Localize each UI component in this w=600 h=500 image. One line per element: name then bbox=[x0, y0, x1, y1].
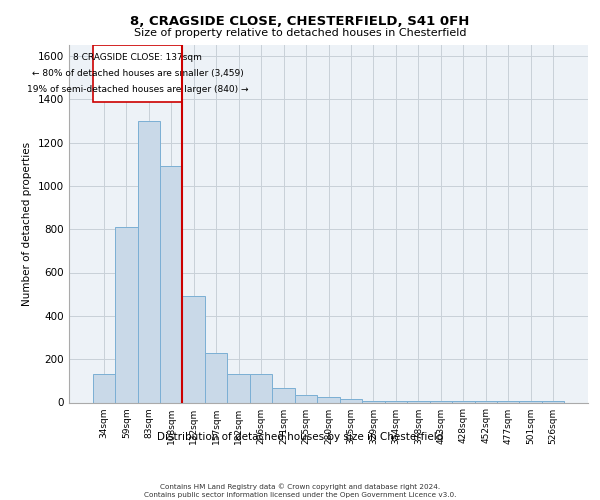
Bar bbox=[92, 374, 115, 402]
FancyBboxPatch shape bbox=[92, 45, 182, 102]
Bar bbox=[137, 121, 160, 402]
Bar bbox=[340, 399, 362, 402]
Text: 8, CRAGSIDE CLOSE, CHESTERFIELD, S41 0FH: 8, CRAGSIDE CLOSE, CHESTERFIELD, S41 0FH bbox=[130, 15, 470, 28]
Bar bbox=[250, 374, 272, 402]
Text: 19% of semi-detached houses are larger (840) →: 19% of semi-detached houses are larger (… bbox=[27, 86, 248, 94]
Bar bbox=[115, 227, 137, 402]
Bar bbox=[317, 397, 340, 402]
Bar bbox=[160, 166, 182, 402]
Bar bbox=[295, 395, 317, 402]
Bar bbox=[385, 401, 407, 402]
Bar bbox=[452, 401, 475, 402]
Text: Size of property relative to detached houses in Chesterfield: Size of property relative to detached ho… bbox=[134, 28, 466, 38]
Bar bbox=[430, 401, 452, 402]
Bar bbox=[272, 388, 295, 402]
Text: 8 CRAGSIDE CLOSE: 137sqm: 8 CRAGSIDE CLOSE: 137sqm bbox=[73, 53, 202, 62]
Text: Contains HM Land Registry data © Crown copyright and database right 2024.
Contai: Contains HM Land Registry data © Crown c… bbox=[144, 484, 456, 498]
Bar bbox=[205, 352, 227, 403]
Text: Distribution of detached houses by size in Chesterfield: Distribution of detached houses by size … bbox=[157, 432, 443, 442]
Y-axis label: Number of detached properties: Number of detached properties bbox=[22, 142, 32, 306]
Bar bbox=[182, 296, 205, 403]
Text: ← 80% of detached houses are smaller (3,459): ← 80% of detached houses are smaller (3,… bbox=[32, 69, 244, 78]
Bar bbox=[407, 401, 430, 402]
Bar bbox=[227, 374, 250, 402]
Bar bbox=[362, 401, 385, 402]
